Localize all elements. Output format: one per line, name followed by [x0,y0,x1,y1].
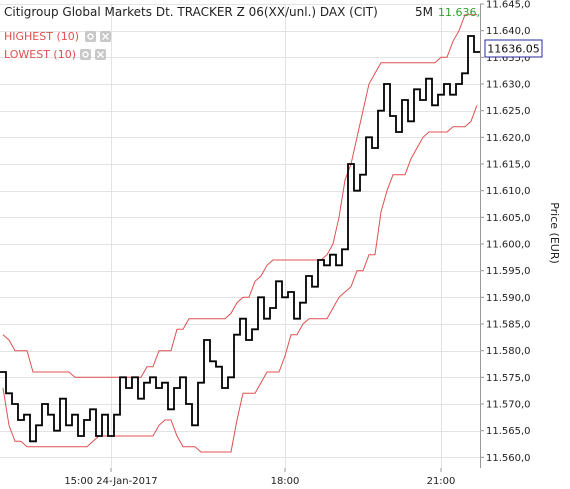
y-tick-label: 11.640,0 [486,26,531,37]
legend-lowest: LOWEST (10) [4,48,76,61]
y-tick-label: 11.605,0 [486,213,531,224]
y-tick-label: 11.570,0 [486,400,531,411]
grid-lines [0,4,481,468]
price-line [0,35,480,443]
x-axis-ticks: 15:00 24-Jan-2017 18:00 21:00 [64,468,455,487]
y-axis-ticks: 11.560,0 11.565,0 11.570,0 11.575,0 11.580,0… [480,0,531,464]
x-tick-label: 21:00 [427,476,456,487]
y-tick-label: 11.625,0 [486,106,531,117]
highest-series [2,14,477,378]
legend-highest: HIGHEST (10) [4,30,79,43]
lowest-line [2,105,478,453]
last-value-marker: 11636.05 [484,39,543,58]
chart-title: Citigroup Global Markets Dt. TRACKER Z 0… [4,5,378,19]
y-tick-label: 11.635,0 [486,53,531,64]
lowest-series [2,105,478,453]
highest-settings-icon[interactable] [85,31,96,42]
y-tick-label: 11.575,0 [486,373,531,384]
interval-label[interactable]: 5M [415,5,433,19]
y-tick-label: 11.590,0 [486,293,531,304]
highest-close-icon[interactable] [100,31,111,42]
y-tick-label: 11.580,0 [486,346,531,357]
y-tick-label: 11.630,0 [486,80,531,91]
y-tick-label: 11.610,0 [486,186,531,197]
price-series [0,35,480,443]
x-tick-label: 15:00 24-Jan-2017 [64,476,157,487]
y-tick-label: 11.615,0 [486,160,531,171]
y-tick-label: 11.560,0 [486,453,531,464]
y-tick-label: 11.645,0 [486,0,531,11]
last-value-label: 11636.05 [487,43,540,56]
y-tick-label: 11.585,0 [486,320,531,331]
y-tick-label: 11.600,0 [486,240,531,251]
lowest-close-icon[interactable] [95,49,106,60]
y-tick-label: 11.620,0 [486,133,531,144]
y-tick-label: 11.595,0 [486,266,531,277]
y-tick-label: 11.565,0 [486,426,531,437]
x-tick-label: 18:00 [271,476,300,487]
lowest-settings-icon[interactable] [80,49,91,60]
title-value: 11.636, [438,6,480,19]
y-axis-label: Price (EUR) [548,202,561,264]
highest-line [2,14,477,378]
